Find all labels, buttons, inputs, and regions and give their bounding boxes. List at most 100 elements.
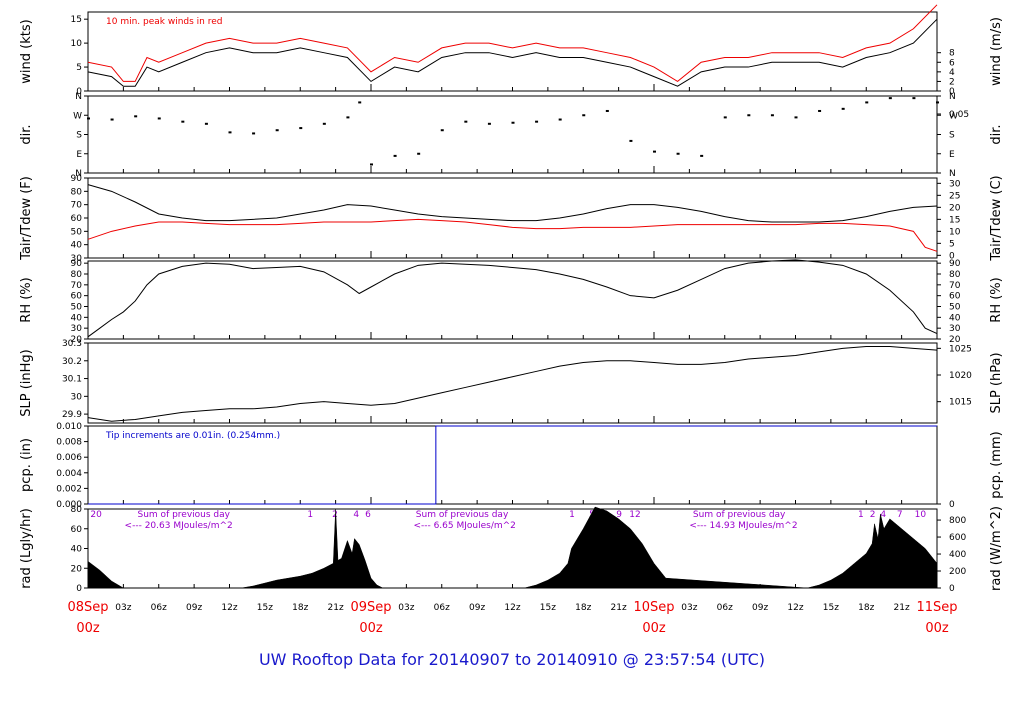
panel-1-point — [252, 132, 256, 135]
panel-4-ylabel: SLP (inHg) — [19, 349, 34, 417]
panel-0-ytick-right-label: 2 — [949, 77, 955, 87]
panel-3-ylabel: RH (%) — [19, 277, 34, 322]
panel-4-ytick-label: 30.1 — [62, 375, 82, 385]
x-tick-label: 12z — [504, 603, 520, 613]
panel-1-ytick-label: N — [75, 169, 82, 179]
panel-1-point — [110, 118, 114, 121]
panel-2-ytick-right-label: 25 — [949, 191, 960, 201]
panel-6-ytick-label: 0 — [76, 584, 82, 594]
x-date-label: 08Sep — [67, 600, 108, 615]
panel-4-series-0 — [87, 346, 938, 422]
panel-1-point — [582, 114, 586, 117]
x-tick-label: 21z — [894, 603, 910, 613]
panel-3-ytick-label: 50 — [71, 303, 83, 313]
panel-6-hour-mark: 4 — [353, 510, 359, 520]
panel-0-annotation: 10 min. peak winds in red — [106, 17, 223, 27]
panel-6-hour-mark: 6 — [365, 510, 371, 520]
x-tick-label: 15z — [823, 603, 839, 613]
panel-3-series-0 — [87, 259, 938, 338]
panel-1-point — [358, 101, 362, 104]
panel-1-point — [770, 114, 774, 117]
panel-1-point — [204, 122, 208, 125]
panel-6-hour-mark: 1 — [307, 510, 313, 520]
panel-1-point — [676, 152, 680, 155]
panel-1-frame — [87, 95, 938, 174]
panel-1-point — [299, 127, 303, 130]
panel-3-ytick-label: 40 — [71, 313, 83, 323]
panel-3-ytick-label: 90 — [71, 259, 83, 269]
panel-1-point — [393, 154, 397, 157]
panel-1-point — [346, 116, 350, 119]
panel-1-point — [723, 116, 727, 119]
panel-2-ytick-right-label: 0 — [949, 251, 955, 261]
panel-2-ytick-right-label: 20 — [949, 203, 961, 213]
panel-6-ytick-label: 60 — [71, 525, 83, 535]
panel-5-ytick-label: 0.010 — [56, 422, 82, 432]
x-time-label: 00z — [925, 621, 949, 636]
panel-6-ytick-label: 80 — [71, 505, 83, 515]
panel-2-ytick-label: 60 — [71, 214, 83, 224]
panel-0-ytick-label: 5 — [76, 63, 82, 73]
x-date-label: 09Sep — [350, 600, 391, 615]
panel-1-ytick-right-label: W — [949, 111, 958, 121]
panel-1-point — [157, 117, 161, 120]
panel-0-ytick-right-label: 6 — [949, 58, 955, 68]
panel-3-ytick-right-label: 30 — [949, 324, 961, 334]
panel-1-ytick-right-label: N — [949, 169, 956, 179]
panel-1-point — [936, 101, 939, 104]
panel-1-point — [181, 120, 185, 123]
panel-4-ylabel-right: SLP (hPa) — [989, 352, 1004, 413]
panel-5-ytick-label: 0.006 — [56, 453, 82, 463]
panel-1-ytick-label: S — [76, 131, 82, 141]
panel-6-annotation: <--- 6.65 MJoules/m^2 — [413, 521, 515, 531]
panel-1-point — [629, 139, 633, 142]
panel-6-hour-mark: 1 — [858, 510, 864, 520]
panel-2-series-1 — [87, 218, 938, 252]
panel-5-ylabel: pcp. (in) — [19, 438, 34, 492]
x-tick-label: 21z — [328, 603, 344, 613]
panel-0-ytick-right-label: 4 — [949, 68, 955, 78]
panel-5-ylabel-right: pcp. (mm) — [989, 431, 1004, 498]
panel-6-hour-mark: 12 — [629, 510, 640, 520]
panel-3-ytick-right-label: 70 — [949, 281, 961, 291]
x-date-label: 10Sep — [633, 600, 674, 615]
panel-1-point — [487, 122, 491, 125]
panel-1-point — [912, 97, 916, 100]
panel-2-ytick-right-label: 15 — [949, 215, 960, 225]
panel-2-ytick-label: 30 — [71, 254, 83, 264]
panel-1-ytick-label: E — [76, 150, 82, 160]
panel-4-frame — [87, 342, 938, 424]
panel-0-ylabel-right: wind (m/s) — [989, 17, 1004, 86]
panel-1-point — [605, 109, 609, 112]
panel-2-ytick-label: 40 — [71, 241, 83, 251]
panel-1-point — [558, 118, 562, 121]
panel-1-point — [511, 121, 515, 124]
x-time-label: 00z — [359, 621, 383, 636]
x-tick-label: 06z — [151, 603, 167, 613]
x-tick-label: 18z — [858, 603, 874, 613]
panel-2-ytick-label: 80 — [71, 187, 83, 197]
panel-6-ytick-right-label: 0 — [949, 584, 955, 594]
panel-1-point — [87, 117, 90, 120]
panel-6-area — [87, 506, 938, 589]
panel-1-point — [440, 129, 444, 132]
panel-3-ytick-right-label: 40 — [949, 313, 961, 323]
panel-6-ytick-label: 40 — [71, 545, 83, 555]
panel-5-series-0 — [88, 425, 937, 505]
x-tick-label: 09z — [752, 603, 768, 613]
panel-6-ytick-label: 20 — [71, 564, 83, 574]
panel-1-point — [700, 154, 704, 157]
panel-1-point — [134, 115, 138, 118]
panel-0-series-1 — [87, 4, 938, 83]
panel-1-point — [322, 122, 326, 125]
panel-6-annotation: Sum of previous day — [416, 510, 509, 520]
panel-0-ytick-right-label: 8 — [949, 49, 955, 59]
panel-6-hour-mark: 1 — [569, 510, 575, 520]
panel-5-ytick-right-label: 0 — [949, 500, 955, 510]
panel-2-series-0 — [87, 184, 938, 223]
panel-6-ytick-right-label: 400 — [949, 550, 966, 560]
panel-0-ytick-label: 15 — [71, 15, 82, 25]
panel-1-point — [865, 101, 869, 104]
